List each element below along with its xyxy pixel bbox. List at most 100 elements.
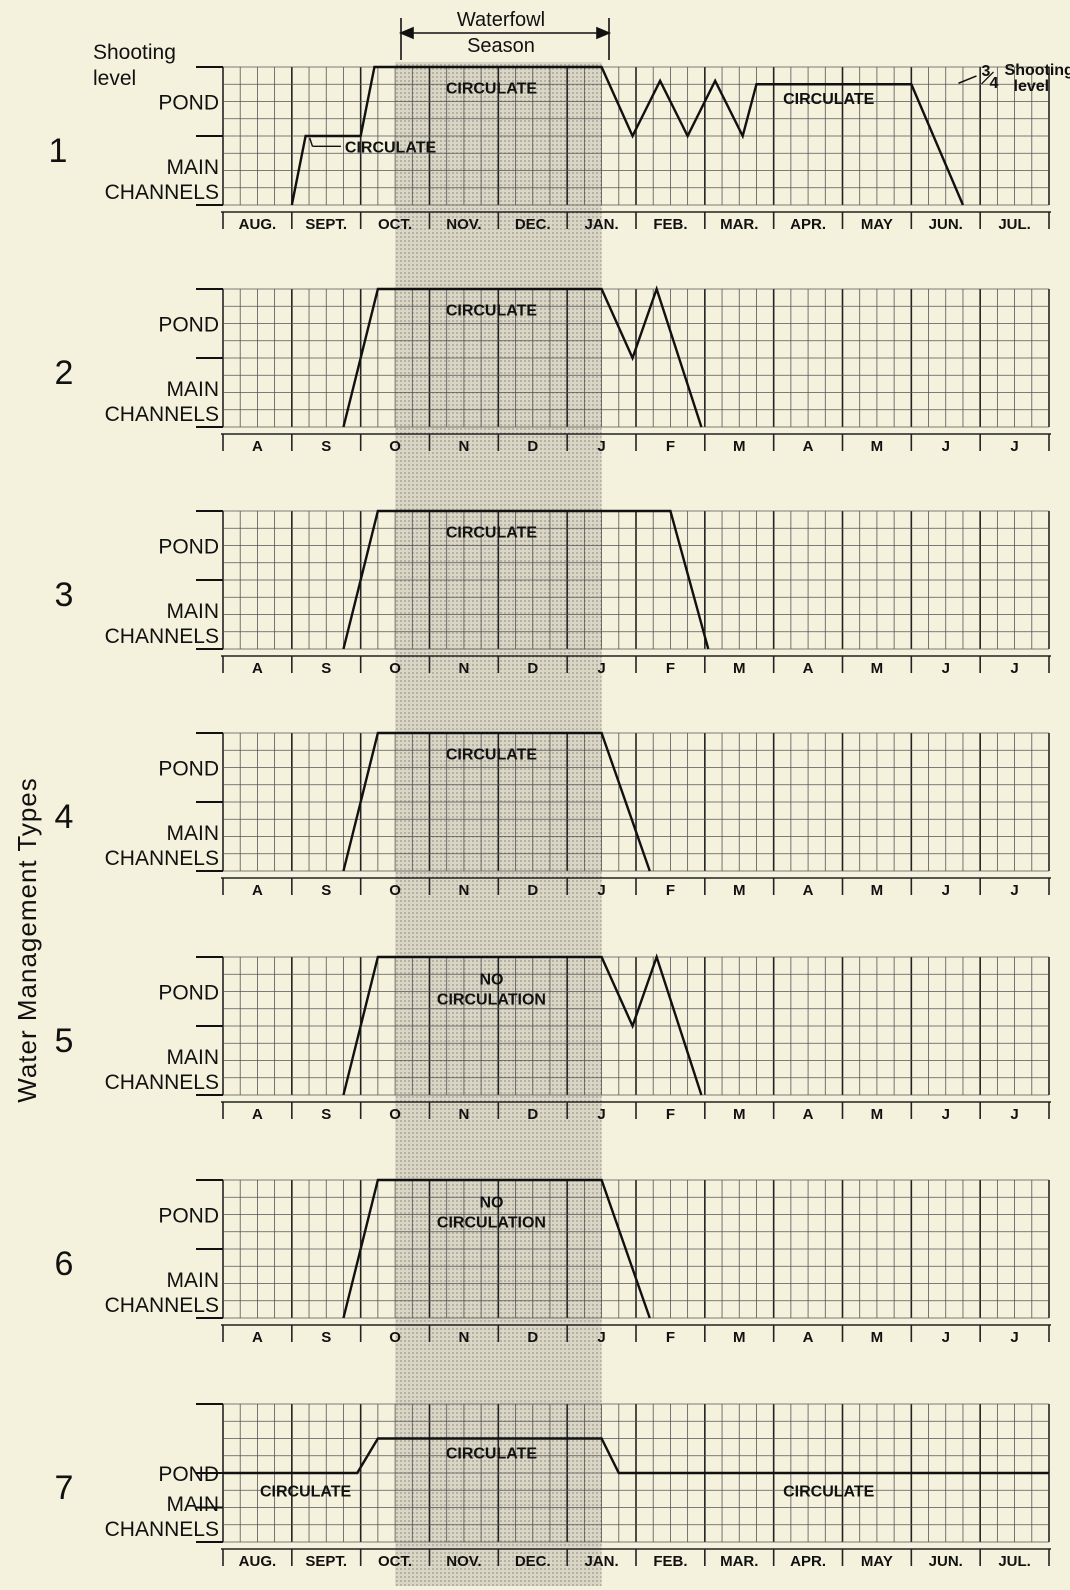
annotation-level: level	[1014, 78, 1050, 95]
annotation-circulation: CIRCULATION	[437, 992, 546, 1009]
pond-label: POND	[158, 1463, 219, 1486]
chart-title-line-2: Season	[467, 35, 535, 57]
main-label: MAIN	[167, 1046, 220, 1069]
month-label: A	[252, 1106, 263, 1123]
pond-label: POND	[158, 758, 219, 781]
annotation-circulate: CIRCULATE	[446, 1445, 538, 1462]
month-label: S	[321, 1106, 331, 1123]
panel-number: 2	[55, 354, 74, 392]
annotation-no: NO	[479, 1195, 503, 1212]
month-label: M	[733, 1106, 746, 1123]
season-bracket	[398, 18, 612, 60]
month-label: AUG.	[239, 216, 277, 233]
month-label: DEC.	[515, 1553, 551, 1570]
month-label: M	[871, 660, 884, 677]
month-label: SEPT.	[305, 216, 347, 233]
series-line-7	[223, 1437, 1049, 1475]
panel-number: 5	[55, 1022, 74, 1060]
month-label: A	[252, 438, 263, 455]
month-label: F	[666, 1329, 675, 1346]
pond-label: POND	[158, 1205, 219, 1228]
panel-number: 7	[55, 1469, 74, 1507]
month-label: APR.	[790, 216, 826, 233]
month-label: DEC.	[515, 216, 551, 233]
shooting-level-label-2: level	[93, 67, 136, 90]
pond-label: POND	[158, 982, 219, 1005]
month-label: O	[389, 1106, 401, 1123]
annotation-leader	[958, 75, 977, 84]
panel-7: AUG. SEPT. OCT. NOV. DEC. JAN. FEB. MAR. APR. MAY…	[55, 1403, 1051, 1570]
pond-label: POND	[158, 92, 219, 115]
month-label: NOV.	[446, 216, 481, 233]
pond-label: POND	[158, 536, 219, 559]
month-label: J	[942, 660, 950, 677]
month-label: A	[803, 1106, 814, 1123]
month-label: F	[666, 660, 675, 677]
month-label: O	[389, 1329, 401, 1346]
month-label: OCT.	[378, 1553, 412, 1570]
month-label: O	[389, 438, 401, 455]
month-label: NOV.	[446, 1553, 481, 1570]
month-label: F	[666, 1106, 675, 1123]
month-label: N	[458, 1106, 469, 1123]
month-label: D	[527, 438, 538, 455]
month-label: D	[527, 660, 538, 677]
channels-label: CHANNELS	[105, 403, 219, 426]
annotation-circulate: CIRCULATE	[446, 303, 538, 320]
pond-label: POND	[158, 314, 219, 337]
month-label: N	[458, 1329, 469, 1346]
main-label: MAIN	[167, 600, 220, 623]
panel-1: AUG. SEPT. OCT. NOV. DEC. JAN. FEB. MAR. APR. MAY…	[49, 41, 1070, 233]
series-line-6	[342, 1178, 651, 1319]
month-label: A	[803, 882, 814, 899]
month-label: J	[1010, 1329, 1018, 1346]
month-label: JUL.	[998, 216, 1031, 233]
month-label: M	[733, 438, 746, 455]
month-label: S	[321, 882, 331, 899]
month-label: MAY	[861, 216, 893, 233]
chart-header: Waterfowl Season Water Management Types	[12, 9, 612, 1103]
month-label: MAR.	[720, 216, 758, 233]
annotation-arrow-tip	[309, 137, 314, 147]
channels-label: CHANNELS	[105, 1071, 219, 1094]
channels-label: CHANNELS	[105, 181, 219, 204]
main-label: MAIN	[167, 1269, 220, 1292]
fraction-denominator: 4	[990, 75, 999, 92]
channels-label: CHANNELS	[105, 1294, 219, 1317]
month-label: N	[458, 438, 469, 455]
main-label: MAIN	[167, 822, 220, 845]
month-label: A	[252, 660, 263, 677]
month-label: AUG.	[239, 1553, 277, 1570]
annotation-circulate: CIRCULATE	[260, 1483, 352, 1500]
month-label: S	[321, 660, 331, 677]
month-label: A	[803, 660, 814, 677]
month-label: O	[389, 882, 401, 899]
annotation-circulation: CIRCULATION	[437, 1215, 546, 1232]
month-label: J	[1010, 882, 1018, 899]
month-label: D	[527, 1329, 538, 1346]
month-label: M	[733, 1329, 746, 1346]
month-label: A	[803, 1329, 814, 1346]
series-line-4	[342, 731, 651, 872]
annotation-circulate: CIRCULATE	[446, 525, 538, 542]
fraction-numerator: 3	[982, 63, 991, 80]
month-label: J	[942, 1106, 950, 1123]
month-label: SEPT.	[305, 1553, 347, 1570]
month-label: J	[1010, 438, 1018, 455]
month-label: F	[666, 882, 675, 899]
series-line-5	[342, 953, 703, 1096]
month-label: JAN.	[584, 1553, 618, 1570]
month-label: J	[942, 1329, 950, 1346]
channels-label: CHANNELS	[105, 847, 219, 870]
annotation-circulate: CIRCULATE	[446, 81, 538, 98]
panel-number: 4	[55, 798, 74, 836]
month-label: J	[597, 660, 605, 677]
month-label: A	[803, 438, 814, 455]
